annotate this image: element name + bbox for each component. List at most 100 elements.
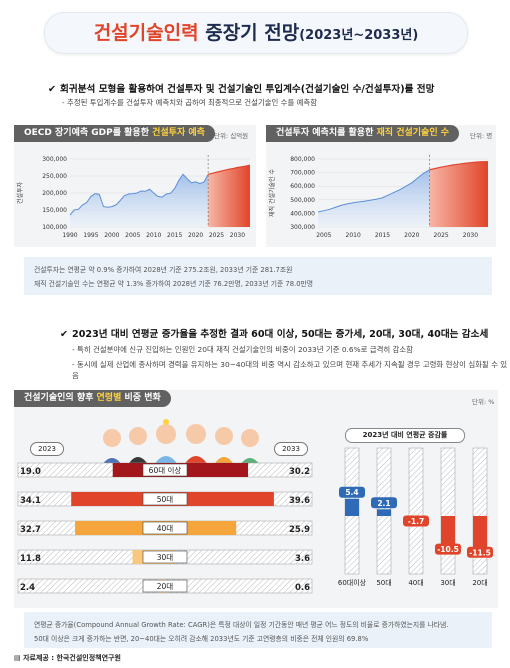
growth-value-box bbox=[403, 515, 429, 527]
age-label: 40대 bbox=[157, 524, 174, 533]
x-tick-label: 2010 bbox=[146, 232, 161, 239]
forecast-line bbox=[429, 161, 488, 171]
growth-value: -11.5 bbox=[469, 548, 491, 557]
y-tick-label: 500,000 bbox=[290, 197, 315, 204]
age-tab: 건설기술인의 향후 연령별 비중 변화 bbox=[14, 390, 171, 407]
age-label: 30대 bbox=[157, 553, 174, 562]
x-tick-label: 2015 bbox=[167, 232, 182, 239]
age-label-box bbox=[142, 550, 188, 564]
section2-sub2: - 동시에 실제 산업에 종사하며 경력을 유지하는 30~40대의 비중 역시… bbox=[72, 360, 508, 380]
footer-source: ▤ 자료제공 : 한국건설인정책연구원 bbox=[14, 654, 121, 662]
growth-value-box bbox=[435, 543, 461, 555]
y-tick-label: 250,000 bbox=[42, 173, 67, 180]
age-label: 20대 bbox=[157, 582, 174, 591]
growth-value: -10.5 bbox=[437, 545, 459, 554]
age-label-box bbox=[142, 463, 188, 477]
growth-track bbox=[440, 447, 456, 575]
page-title: 건설기술인력 중장기 전망(2023년~2033년) bbox=[44, 12, 468, 54]
growth-title: 2023년 대비 연평균 증감률 bbox=[345, 428, 465, 443]
value-2033: 3.6 bbox=[295, 554, 310, 564]
history-area bbox=[318, 169, 430, 227]
growth-bar bbox=[441, 516, 455, 550]
value-2023: 19.0 bbox=[20, 467, 41, 477]
growth-bar bbox=[473, 516, 487, 553]
year-left-pill: 2023 bbox=[30, 442, 64, 456]
section1-heading: ✔ 회귀분석 모형을 활용하여 건설투자 및 건설기술인 투입계수(건설기술인 수… bbox=[48, 84, 435, 95]
age-label: 50대 bbox=[157, 495, 174, 504]
forecast-line bbox=[207, 164, 251, 175]
y-tick-label: 600,000 bbox=[290, 183, 315, 190]
growth-value-box bbox=[371, 497, 397, 509]
x-tick-label: 2005 bbox=[316, 232, 331, 239]
y-tick-label: 100,000 bbox=[42, 224, 67, 231]
growth-track bbox=[408, 447, 424, 575]
y-tick-label: 800,000 bbox=[290, 156, 315, 163]
chart2-unit: 단위: 명 bbox=[470, 132, 493, 140]
growth-category-label: 60대이상 bbox=[338, 578, 367, 587]
forecast-area bbox=[208, 165, 250, 227]
title-part2: 중장기 전망 bbox=[205, 22, 300, 44]
x-tick-label: 2005 bbox=[125, 232, 140, 239]
age-unit: 단위: % bbox=[472, 398, 495, 406]
bar-2023 bbox=[71, 492, 165, 506]
x-tick-label: 2025 bbox=[209, 232, 224, 239]
x-tick-label: 2015 bbox=[375, 232, 390, 239]
value-2033: 39.6 bbox=[289, 496, 310, 506]
title-part3: (2023년~2033년) bbox=[299, 28, 419, 43]
chart1-unit: 단위: 십억원 bbox=[214, 132, 249, 140]
growth-category-label: 20대 bbox=[472, 579, 487, 587]
info1-line2: 재직 건설기술인 수는 연평균 약 1.3% 증가하여 2028년 기준 76.… bbox=[34, 280, 314, 288]
x-tick-label: 2000 bbox=[104, 232, 119, 239]
section2-heading: ✔ 2023년 대비 연평균 증가율을 추정한 결과 60대 이상, 50대는 증… bbox=[60, 329, 489, 340]
forecast-area bbox=[429, 161, 488, 227]
growth-bar bbox=[345, 498, 359, 516]
growth-bar bbox=[377, 509, 391, 516]
y-axis-label: 재직 건설기술인 수 bbox=[268, 169, 276, 217]
growth-category-label: 30대 bbox=[440, 579, 455, 587]
x-tick-label: 2010 bbox=[346, 232, 361, 239]
info2-line1: 연평균 증가율(Compound Annual Growth Rate: CAG… bbox=[34, 621, 449, 629]
x-tick-label: 1990 bbox=[62, 232, 77, 239]
title-part1: 건설기술인력 bbox=[93, 22, 199, 44]
chart2-svg: 재직 건설기술인 수 800,000 700,000 600,000 500,000 40… bbox=[268, 155, 488, 239]
value-2033: 25.9 bbox=[289, 525, 310, 535]
y-tick-label: 700,000 bbox=[290, 170, 315, 177]
history-line bbox=[69, 173, 209, 216]
y-axis-label: 건설투자 bbox=[16, 181, 24, 204]
info2-line2: 50대 이상은 크게 증가하는 반면, 20~40대는 오히려 감소해 2033… bbox=[34, 635, 369, 643]
value-2023: 34.1 bbox=[20, 496, 41, 506]
x-tick-label: 2020 bbox=[188, 232, 203, 239]
growth-value: 2.1 bbox=[377, 499, 390, 508]
chart1-tab: OECD 장기예측 GDP를 활용한 건설투자 예측 bbox=[14, 125, 215, 142]
age-bar-chart: 60대 이상 19.0 30.2 50대 34.1 39.6 40대 32.7 25.9 30대 1… bbox=[17, 462, 313, 594]
x-tick-label: 1995 bbox=[83, 232, 98, 239]
y-tick-label: 300,000 bbox=[42, 156, 67, 163]
y-tick-label: 150,000 bbox=[42, 207, 67, 214]
check-icon-2: ✔ bbox=[60, 329, 69, 340]
age-label-box bbox=[142, 492, 188, 506]
value-2023: 11.8 bbox=[20, 554, 41, 564]
bar-2023 bbox=[75, 521, 165, 535]
y-tick-label: 400,000 bbox=[290, 210, 315, 217]
book-icon: ▤ bbox=[14, 654, 21, 662]
age-label-box bbox=[142, 579, 188, 593]
section1-sub: - 추정된 투입계수를 건설투자 예측치와 곱하여 최종적으로 건설기술인 수를… bbox=[62, 98, 317, 107]
section2-sub1: - 특히 건설분야에 신규 진입하는 인원인 20대 재직 건설기술인의 비중이… bbox=[72, 345, 413, 354]
growth-value-box bbox=[339, 486, 365, 498]
history-line bbox=[317, 169, 430, 213]
value-2023: 32.7 bbox=[20, 525, 41, 535]
x-tick-label: 2025 bbox=[433, 232, 448, 239]
growth-value-box bbox=[467, 546, 493, 558]
growth-value: -1.7 bbox=[408, 517, 424, 526]
value-2033: 0.6 bbox=[295, 583, 310, 593]
info1-line1: 건설투자는 연평균 약 0.9% 증가하여 2028년 기준 275.2조원, … bbox=[34, 266, 293, 274]
growth-value: 5.4 bbox=[345, 488, 358, 497]
x-tick-label: 2020 bbox=[404, 232, 419, 239]
history-area bbox=[70, 174, 209, 227]
age-label: 60대 이상 bbox=[149, 465, 182, 475]
chart1-svg: 건설투자300,000250,000200,000150,000100,0001… bbox=[16, 155, 251, 239]
age-label-box bbox=[142, 521, 188, 535]
bar-2033 bbox=[165, 492, 274, 506]
value-2033: 30.2 bbox=[289, 467, 310, 477]
y-tick-label: 300,000 bbox=[290, 224, 315, 231]
